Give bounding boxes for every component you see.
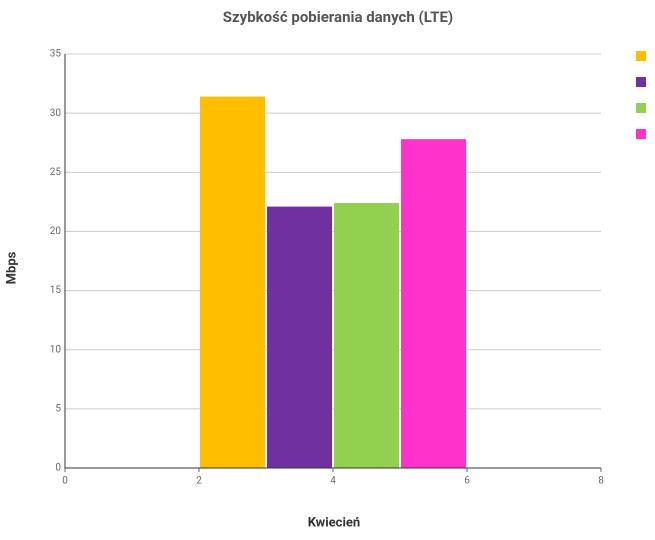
- bar: [200, 96, 265, 468]
- y-tick-label: 0: [55, 463, 61, 474]
- chart-title: Szybkość pobierania danych (LTE): [223, 8, 453, 26]
- legend-swatch: [636, 103, 646, 113]
- legend-swatch: [636, 51, 646, 61]
- x-tick-label: 8: [598, 476, 604, 487]
- y-tick-label: 30: [50, 108, 62, 119]
- x-axis-title: Kwiecień: [308, 515, 360, 530]
- y-tick-label: 5: [55, 403, 61, 414]
- y-tick-label: 10: [50, 344, 62, 355]
- y-axis-title: Mbps: [4, 251, 19, 284]
- y-tick-label: 35: [50, 49, 62, 60]
- y-tick-label: 25: [50, 167, 62, 178]
- y-tick-label: 15: [50, 285, 62, 296]
- x-tick-label: 6: [464, 476, 470, 487]
- bar: [267, 206, 332, 469]
- x-tick-label: 0: [62, 476, 68, 487]
- x-tick-label: 2: [196, 476, 202, 487]
- bar: [401, 139, 466, 468]
- x-tick-label: 4: [330, 476, 336, 487]
- bar: [334, 203, 399, 469]
- y-tick-label: 20: [50, 226, 62, 237]
- legend-swatch: [636, 129, 646, 139]
- legend-swatch: [636, 77, 646, 87]
